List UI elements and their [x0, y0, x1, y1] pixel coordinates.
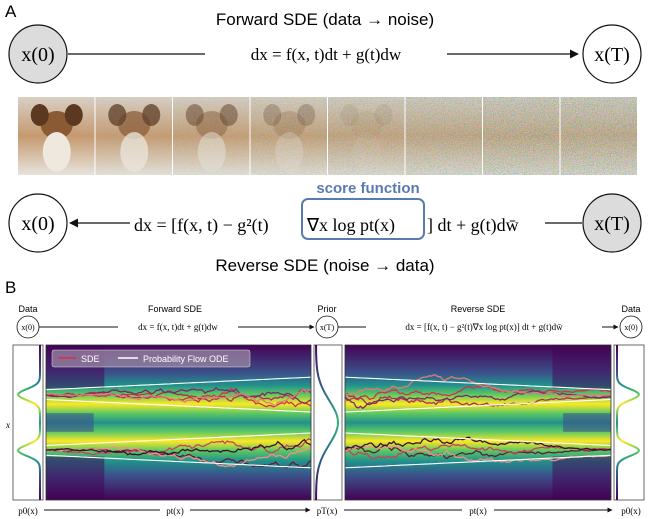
prior-label: Prior: [317, 304, 336, 314]
bottom-label-pt-right: pt(x): [469, 506, 487, 516]
node-x0-b-left: x(0): [16, 315, 40, 339]
sde-trajectory: [345, 392, 611, 407]
data-label-right: Data: [621, 304, 640, 314]
forward-sde-title-b: Forward SDE: [148, 304, 202, 314]
density-panel-prior: [313, 344, 343, 501]
reverse-sde-title-b: Reverse SDE: [451, 304, 506, 314]
strip-frame-3: [250, 97, 327, 175]
strip-frame-2: [173, 97, 250, 175]
density-panel-left: [12, 344, 44, 501]
legend: SDE Probability Flow ODE: [51, 349, 251, 368]
node-xT-b: x(T): [315, 315, 339, 339]
legend-ode-label: Probability Flow ODE: [143, 354, 229, 364]
strip-frame-6: [483, 97, 560, 175]
strip-frame-4: [328, 97, 405, 175]
panel-a-label: A: [5, 2, 17, 21]
node-xT-mid: x(T): [582, 193, 642, 253]
data-label-left: Data: [18, 304, 37, 314]
forward-equation-b: dx = f(x, t)dt + g(t)dw: [138, 322, 218, 332]
sde-trajectory: [345, 436, 611, 451]
sde-trajectory: [345, 444, 611, 460]
score-function-box: [301, 198, 425, 240]
forward-eq-bg: [205, 42, 447, 66]
sde-trajectory: [46, 388, 311, 403]
y-axis-label: x: [5, 420, 10, 430]
ode-trajectory: [345, 454, 611, 469]
bottom-label-p0-right: p0(x): [621, 506, 641, 516]
ode-trajectory: [46, 454, 311, 469]
node-x0-b-left-label: x(0): [21, 323, 35, 332]
forward-eq-b-bg: [118, 319, 238, 333]
node-x0-b-right: x(0): [619, 315, 643, 339]
bottom-label-pT: pT(x): [317, 506, 338, 516]
strip-frame-7: [560, 97, 637, 175]
node-x0-mid: x(0): [8, 193, 68, 253]
density-curve-left: [16, 345, 41, 500]
node-x0-top-label: x(0): [21, 44, 54, 66]
reverse-equation-post: ] dt + g(t)dw̄: [427, 215, 519, 236]
node-xT-b-label: x(T): [320, 323, 335, 332]
strip-frame-1: [95, 97, 172, 175]
forward-heatmap: [45, 344, 312, 501]
node-x0-mid-label: x(0): [21, 213, 54, 235]
ode-trajectory: [46, 398, 311, 413]
panel-b-label: B: [5, 278, 16, 297]
legend-sde-label: SDE: [81, 354, 100, 364]
reverse-eq-b-bg: [366, 319, 602, 333]
strip-frame-0: [18, 97, 95, 175]
ode-trajectory: [345, 398, 611, 413]
reverse-equation-b: dx = [f(x, t) − g²(t)∇x log pt(x)] dt + …: [405, 322, 563, 332]
ode-trajectory: [345, 376, 611, 391]
forward-equation: dx = f(x, t)dt + g(t)dw: [251, 45, 402, 64]
sde-trajectory: [345, 374, 611, 398]
strip-frame-5: [405, 97, 482, 175]
node-xT-top: x(T): [582, 24, 642, 84]
bottom-label-p0-left: p0(x): [18, 506, 38, 516]
sde-trajectory: [46, 438, 311, 456]
image-strip: [18, 97, 637, 175]
sde-trajectory: [46, 438, 311, 456]
density-panel-right: [613, 344, 645, 501]
reverse-equation-pre: dx = [f(x, t) − g²(t): [134, 215, 269, 236]
density-curve-prior: [315, 344, 340, 501]
ode-trajectory: [345, 432, 611, 447]
ode-trajectory: [46, 376, 311, 391]
reverse-equation-score: ∇x log pt(x): [306, 215, 395, 236]
ode-trajectory: [46, 432, 311, 447]
density-curve-right: [616, 345, 641, 500]
forward-sde-title: Forward SDE (data → noise): [216, 10, 434, 29]
reverse-sde-title: Reverse SDE (noise → data): [215, 256, 434, 275]
node-x0-top: x(0): [8, 24, 68, 84]
sde-trajectory: [345, 384, 611, 402]
reverse-heatmap: [344, 344, 612, 501]
node-x0-b-right-label: x(0): [624, 323, 638, 332]
node-xT-top-label: x(T): [594, 44, 630, 66]
sde-trajectory: [46, 388, 311, 407]
sde-trajectory: [345, 389, 611, 410]
score-function-label: score function: [316, 180, 419, 197]
node-xT-mid-label: x(T): [594, 213, 630, 235]
bottom-label-pt-left: pt(x): [166, 506, 184, 516]
